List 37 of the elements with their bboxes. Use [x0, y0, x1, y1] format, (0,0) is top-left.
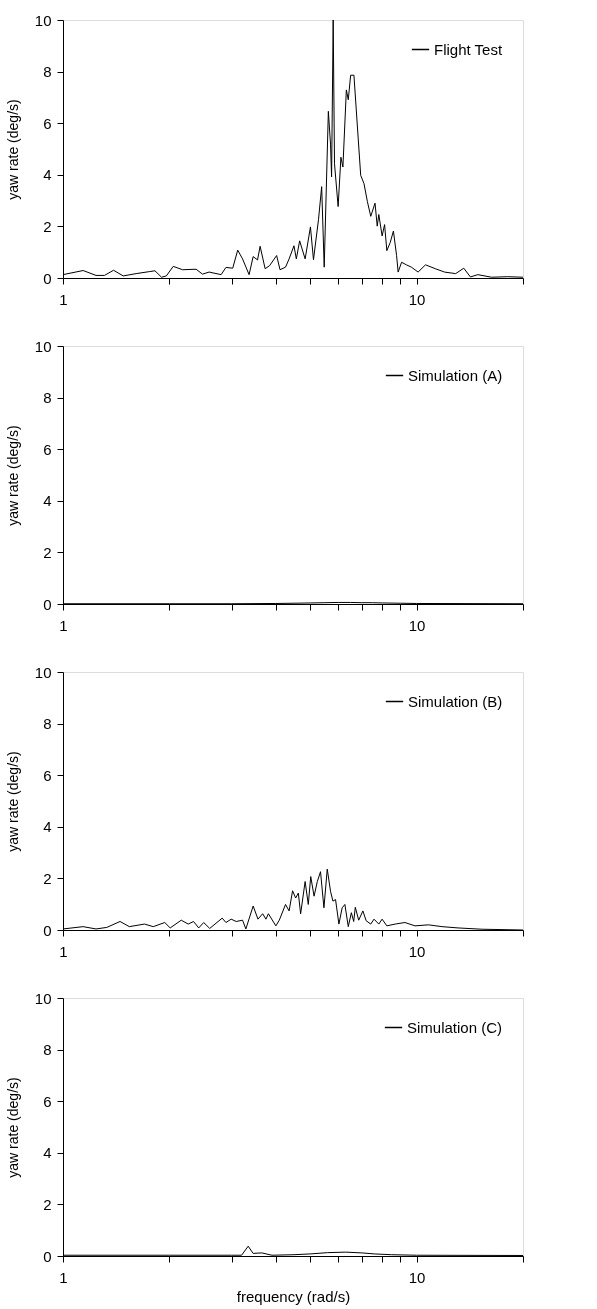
y-tick-label: 4: [43, 1144, 52, 1162]
y-tick-label: 6: [43, 114, 52, 132]
y-tick-label: 10: [34, 11, 52, 29]
y-tick-label: 6: [43, 766, 52, 784]
y-tick-label: 2: [43, 543, 52, 561]
legend-label: Simulation (C): [407, 1018, 503, 1036]
y-tick-label: 8: [43, 715, 52, 733]
y-axis-title: yaw rate (deg/s): [4, 99, 21, 200]
y-tick-label: 4: [43, 818, 52, 836]
x-tick-label: 1: [59, 290, 68, 308]
y-tick-label: 2: [43, 869, 52, 887]
y-tick-label: 4: [43, 492, 52, 510]
y-axis-title: yaw rate (deg/s): [4, 425, 21, 526]
legend-label: Simulation (B): [408, 692, 503, 710]
x-tick-label: 1: [59, 616, 68, 634]
x-tick-label: 1: [59, 1268, 68, 1286]
y-tick-label: 10: [34, 663, 52, 681]
y-axis-title: yaw rate (deg/s): [4, 751, 21, 852]
y-tick-label: 4: [43, 166, 52, 184]
y-tick-label: 0: [43, 595, 52, 613]
y-tick-label: 10: [34, 337, 52, 355]
y-tick-label: 8: [43, 1041, 52, 1059]
y-tick-label: 6: [43, 1092, 52, 1110]
legend-label: Simulation (A): [408, 366, 503, 384]
y-tick-label: 6: [43, 440, 52, 458]
y-tick-label: 0: [43, 921, 52, 939]
x-tick-label: 1: [59, 942, 68, 960]
legend-label: Flight Test: [434, 40, 503, 58]
y-tick-label: 2: [43, 217, 52, 235]
y-tick-label: 10: [34, 989, 52, 1007]
y-tick-label: 8: [43, 389, 52, 407]
y-tick-label: 0: [43, 269, 52, 287]
x-axis-title: frequency (rad/s): [236, 1287, 351, 1305]
y-tick-label: 2: [43, 1195, 52, 1213]
y-axis-title: yaw rate (deg/s): [4, 1077, 21, 1178]
y-tick-label: 8: [43, 63, 52, 81]
y-tick-label: 0: [43, 1247, 52, 1265]
